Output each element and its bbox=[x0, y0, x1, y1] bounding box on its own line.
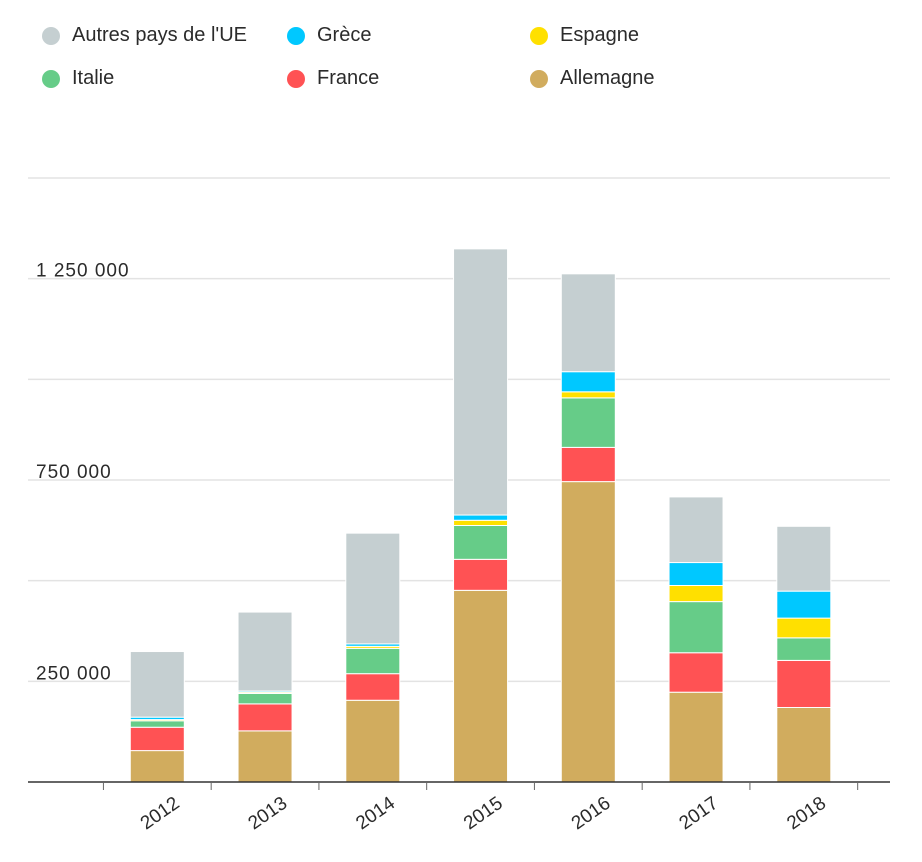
y-tick-label: 250 000 bbox=[36, 663, 112, 684]
bar-segment-italie-2016 bbox=[560, 397, 616, 448]
bar-segment-grece-2015 bbox=[453, 514, 509, 521]
legend-swatch bbox=[530, 69, 548, 88]
bar-segment-autres-pays-de-l-ue-2017 bbox=[668, 496, 724, 564]
bar-segment-espagne-2016 bbox=[560, 391, 616, 399]
y-tick-label: 1 250 000 bbox=[36, 261, 130, 282]
legend-swatch bbox=[287, 26, 305, 45]
bar-segment-italie-2013 bbox=[237, 692, 293, 705]
legend-swatch bbox=[42, 26, 60, 45]
bar-segment-autres-pays-de-l-ue-2018 bbox=[776, 525, 832, 592]
bar-segment-italie-2018 bbox=[776, 637, 832, 661]
bar-segment-italie-2015 bbox=[453, 525, 509, 560]
bar-segment-france-2017 bbox=[668, 652, 724, 693]
bar-segment-grece-2017 bbox=[668, 562, 724, 586]
legend-item-grece: Grèce bbox=[287, 24, 371, 47]
bar-segment-allemagne-2014 bbox=[345, 699, 401, 783]
bar-segment-allemagne-2018 bbox=[776, 707, 832, 783]
legend-swatch bbox=[530, 26, 548, 45]
bar-segment-autres-pays-de-l-ue-2012 bbox=[129, 651, 185, 718]
bar-segment-italie-2014 bbox=[345, 647, 401, 675]
bar-segment-allemagne-2017 bbox=[668, 691, 724, 783]
bar-segment-autres-pays-de-l-ue-2013 bbox=[237, 611, 293, 692]
x-tick-label: 2012 bbox=[137, 793, 184, 834]
bar-segment-grece-2016 bbox=[560, 371, 616, 393]
legend-item-allemagne: Allemagne bbox=[530, 67, 655, 90]
x-tick-label: 2017 bbox=[676, 793, 723, 834]
legend-label: Allemagne bbox=[560, 67, 655, 89]
legend-item-france: France bbox=[287, 67, 379, 90]
legend-swatch bbox=[42, 69, 60, 88]
legend-label: Italie bbox=[72, 67, 115, 89]
bar-segment-france-2016 bbox=[560, 446, 616, 483]
bar-segment-france-2018 bbox=[776, 659, 832, 709]
bar-segment-france-2014 bbox=[345, 673, 401, 701]
x-tick-label: 2013 bbox=[245, 793, 292, 834]
bar-segment-france-2015 bbox=[453, 558, 509, 591]
bar-segment-allemagne-2013 bbox=[237, 730, 293, 783]
bar-segment-italie-2017 bbox=[668, 601, 724, 654]
x-tick-label: 2018 bbox=[783, 793, 830, 834]
chart-legend: Autres pays de l'UE Grèce Espagne Italie Fra… bbox=[0, 0, 922, 110]
legend-label: Grèce bbox=[317, 24, 372, 46]
legend-label: Espagne bbox=[560, 24, 639, 46]
bar-segment-france-2013 bbox=[237, 703, 293, 732]
bar-segment-espagne-2018 bbox=[776, 617, 832, 639]
bar-segment-allemagne-2015 bbox=[453, 589, 509, 783]
legend-swatch bbox=[287, 69, 305, 88]
legend-label: Autres pays de l'UE bbox=[72, 24, 248, 46]
x-tick-label: 2014 bbox=[352, 793, 399, 835]
legend-label: France bbox=[317, 67, 380, 89]
legend-item-italie: Italie bbox=[42, 67, 114, 90]
legend-item-espagne: Espagne bbox=[530, 24, 639, 47]
bar-segment-autres-pays-de-l-ue-2015 bbox=[453, 248, 509, 516]
legend-item-autres-pays-de-l-ue: Autres pays de l'UE bbox=[42, 24, 247, 47]
bar-segment-italie-2012 bbox=[129, 720, 185, 728]
bar-segment-allemagne-2016 bbox=[560, 481, 616, 783]
bar-segment-autres-pays-de-l-ue-2016 bbox=[560, 273, 616, 373]
bar-segment-espagne-2017 bbox=[668, 584, 724, 603]
x-tick-label: 2016 bbox=[568, 793, 615, 834]
bar-segment-france-2012 bbox=[129, 726, 185, 752]
bar-segment-espagne-2015 bbox=[453, 519, 509, 527]
x-tick-label: 2015 bbox=[460, 793, 507, 834]
bar-segment-autres-pays-de-l-ue-2014 bbox=[345, 532, 401, 645]
bar-segment-grece-2018 bbox=[776, 590, 832, 619]
y-tick-label: 750 000 bbox=[36, 462, 112, 483]
bar-segment-allemagne-2012 bbox=[129, 750, 185, 783]
